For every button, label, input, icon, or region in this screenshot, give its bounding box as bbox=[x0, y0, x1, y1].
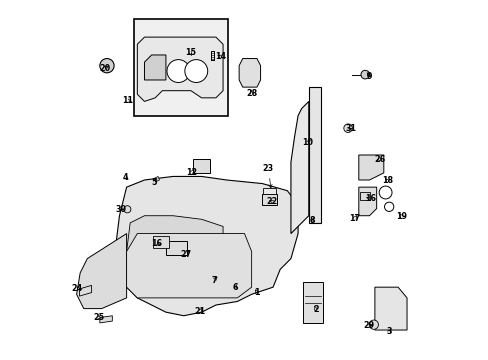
Text: 14: 14 bbox=[214, 52, 225, 61]
Text: 4: 4 bbox=[123, 173, 128, 182]
Bar bbox=[308, 87, 321, 223]
Polygon shape bbox=[358, 155, 383, 180]
Text: 5: 5 bbox=[151, 178, 157, 187]
Text: 8: 8 bbox=[309, 216, 315, 225]
Text: 24: 24 bbox=[72, 284, 82, 293]
Text: 15: 15 bbox=[184, 48, 195, 57]
Text: 18: 18 bbox=[381, 176, 392, 185]
Text: 23: 23 bbox=[263, 164, 273, 188]
Text: 9: 9 bbox=[366, 72, 371, 81]
Polygon shape bbox=[80, 285, 91, 296]
Text: 16: 16 bbox=[151, 239, 162, 248]
Polygon shape bbox=[144, 55, 165, 80]
Circle shape bbox=[100, 59, 114, 73]
Circle shape bbox=[378, 186, 391, 199]
Circle shape bbox=[343, 124, 352, 132]
Polygon shape bbox=[239, 59, 260, 87]
Polygon shape bbox=[77, 234, 126, 309]
Bar bbox=[263, 188, 275, 194]
Polygon shape bbox=[374, 287, 406, 330]
Text: 16: 16 bbox=[364, 194, 375, 203]
Text: 12: 12 bbox=[186, 168, 197, 177]
Polygon shape bbox=[290, 102, 308, 234]
Text: 17: 17 bbox=[348, 214, 359, 223]
Text: 26: 26 bbox=[373, 155, 385, 164]
Polygon shape bbox=[126, 216, 223, 284]
Bar bbox=[262, 194, 276, 205]
Bar bbox=[192, 159, 209, 173]
Bar bbox=[359, 192, 369, 200]
Circle shape bbox=[184, 60, 207, 82]
Text: 6: 6 bbox=[232, 283, 238, 292]
Bar bbox=[165, 241, 187, 255]
Text: 7: 7 bbox=[211, 275, 217, 284]
Polygon shape bbox=[126, 234, 251, 298]
Polygon shape bbox=[154, 176, 159, 182]
Text: 19: 19 bbox=[395, 212, 407, 221]
Text: 22: 22 bbox=[266, 197, 277, 206]
Circle shape bbox=[360, 70, 369, 79]
Text: 13: 13 bbox=[147, 56, 159, 65]
Text: 3: 3 bbox=[386, 327, 391, 336]
Text: 31: 31 bbox=[345, 125, 355, 134]
Text: 28: 28 bbox=[245, 89, 257, 98]
Text: 2: 2 bbox=[312, 305, 318, 314]
Text: 1: 1 bbox=[254, 288, 259, 297]
Polygon shape bbox=[100, 316, 112, 323]
Text: 27: 27 bbox=[180, 250, 191, 259]
Text: 20: 20 bbox=[99, 64, 110, 73]
Circle shape bbox=[384, 202, 393, 211]
Bar bbox=[134, 19, 228, 116]
Circle shape bbox=[123, 206, 131, 213]
Polygon shape bbox=[137, 37, 223, 102]
Bar bbox=[153, 237, 169, 248]
Text: 21: 21 bbox=[194, 307, 205, 316]
Polygon shape bbox=[116, 176, 298, 316]
Bar bbox=[303, 282, 323, 323]
Text: 10: 10 bbox=[302, 138, 313, 147]
Circle shape bbox=[368, 320, 378, 329]
Text: 11: 11 bbox=[122, 96, 133, 105]
Circle shape bbox=[166, 60, 189, 82]
Text: 29: 29 bbox=[363, 321, 374, 330]
Text: 30: 30 bbox=[115, 205, 126, 214]
Text: 25: 25 bbox=[93, 313, 104, 322]
Polygon shape bbox=[358, 187, 376, 216]
